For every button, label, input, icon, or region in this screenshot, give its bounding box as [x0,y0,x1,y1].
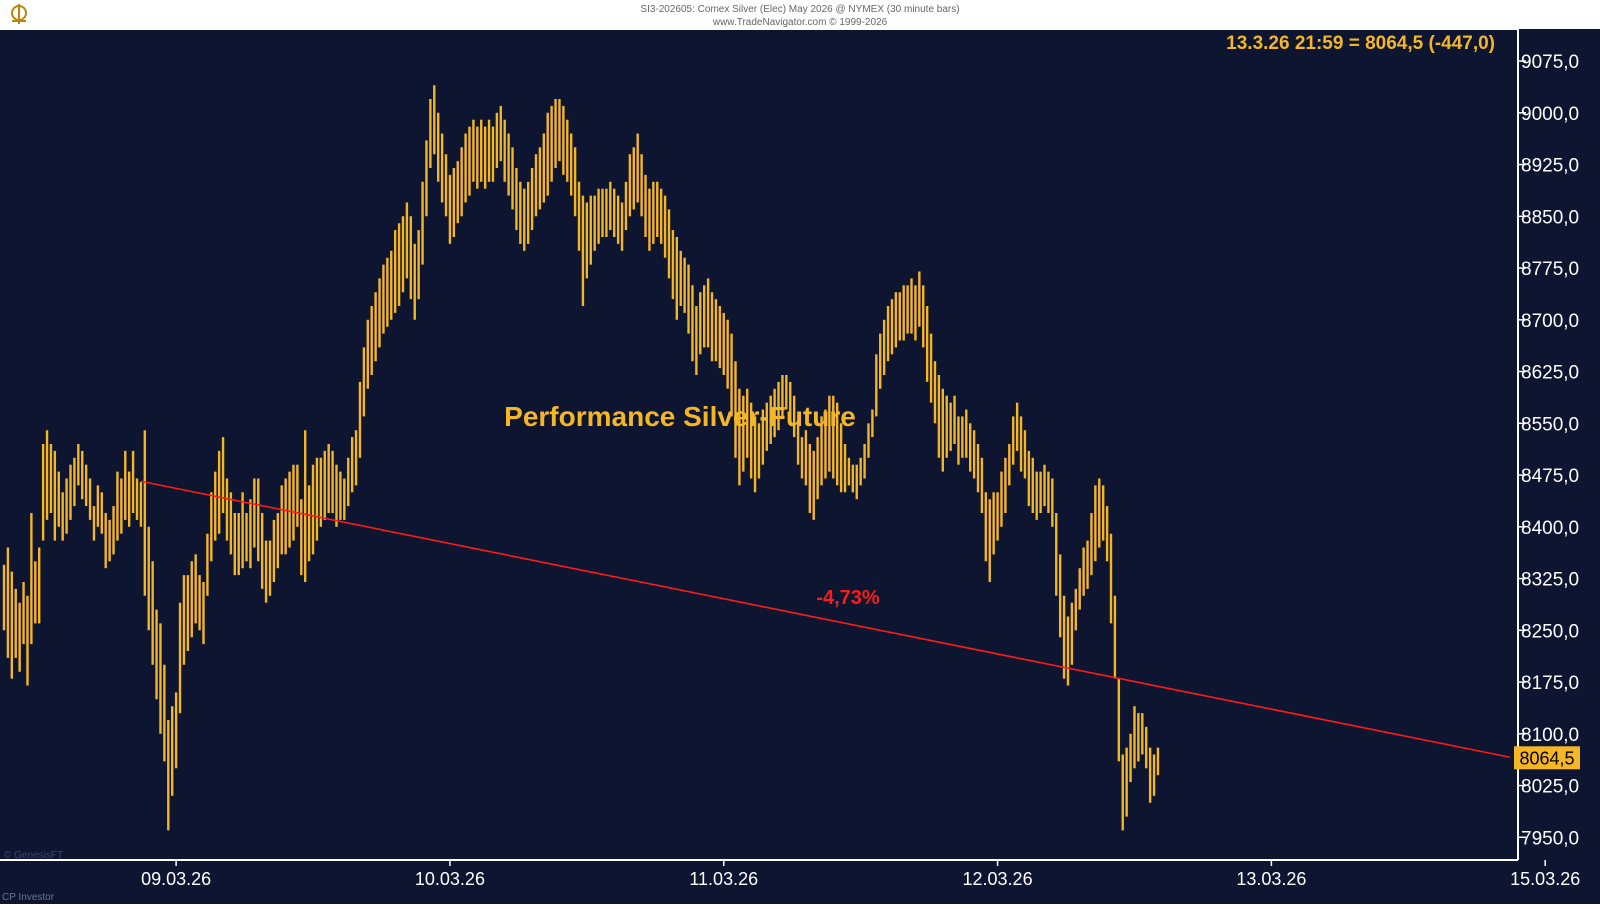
chart-title: Performance Silver-Future [504,401,856,432]
y-axis-ticks: 7950,0 8025,0 8100,0 8175,0 8250,0 8325,0 8400… [1518,52,1579,849]
x-tick-label: 10.03.26 [415,869,485,889]
y-tick-label: 8475,0 [1521,466,1579,487]
x-tick-label: 15.03.26 [1510,869,1580,889]
last-price-badge-text: 8064,5 [1519,748,1574,768]
y-tick-label: 8400,0 [1521,518,1579,539]
x-axis-ticks: 09.03.26 10.03.26 11.03.26 12.03.26 13.03.26… [141,860,1580,889]
y-tick-label: 8550,0 [1521,414,1579,435]
y-tick-label: 8625,0 [1521,363,1579,384]
y-tick-label: 8925,0 [1521,156,1579,177]
x-tick-label: 12.03.26 [963,869,1033,889]
trend-line [140,480,1511,759]
header-line-1: SI3-202605: Comex Silver (Elec) May 2026… [640,4,959,15]
x-tick-label: 09.03.26 [141,869,211,889]
footer-credit: CP Investor [2,892,55,903]
y-tick-label: 8100,0 [1521,725,1579,746]
y-tick-label: 8325,0 [1521,570,1579,591]
y-tick-label: 9000,0 [1521,104,1579,125]
trend-percent-label: -4,73% [816,587,880,609]
y-tick-label: 8025,0 [1521,777,1579,798]
header-strip [0,0,1600,29]
price-bars [2,85,1160,831]
y-tick-label: 8775,0 [1521,259,1579,280]
y-tick-label: 9075,0 [1521,52,1579,73]
header-line-2: www.TradeNavigator.com © 1999-2026 [712,17,888,28]
y-tick-label: 7950,0 [1521,828,1579,849]
last-price-badge [1514,746,1580,770]
price-readout: 13.3.26 21:59 = 8064,5 (-447,0) [1226,33,1495,54]
logo-icon [11,4,27,24]
watermark: © GenesisFT [4,850,63,861]
y-tick-label: 8700,0 [1521,311,1579,332]
footer-strip [0,880,1600,904]
y-tick-label: 8175,0 [1521,673,1579,694]
x-tick-label: 11.03.26 [689,869,758,889]
y-tick-label: 8850,0 [1521,207,1579,228]
y-tick-label: 8250,0 [1521,621,1579,642]
x-tick-label: 13.03.26 [1236,869,1306,889]
